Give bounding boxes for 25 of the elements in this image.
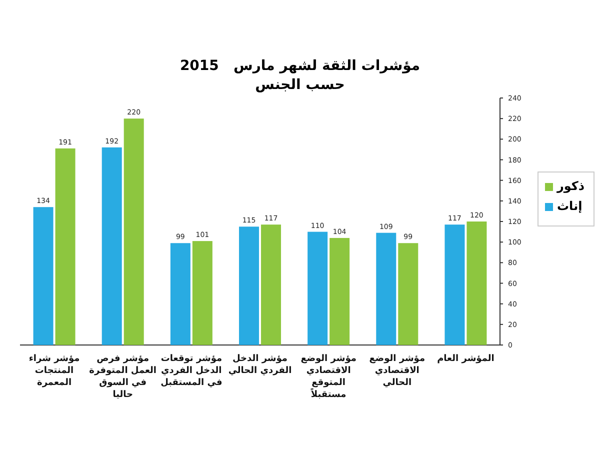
- x-tick-label: مؤشر توقعات الدخل الفردي في المستقبل: [160, 353, 224, 389]
- bar: [308, 232, 328, 345]
- x-tick-label: المؤشر العام: [436, 353, 496, 365]
- bar: [261, 224, 281, 345]
- x-tick-label: مؤشر شراء المنتجات المعمرة: [28, 353, 81, 389]
- bar: [444, 224, 465, 345]
- bar: [55, 148, 76, 345]
- bar: [192, 241, 212, 345]
- legend-label: ذكور: [557, 179, 585, 193]
- x-tick-label: مؤشر فرص العمل المتوفرة في السوق حاليا: [88, 353, 157, 401]
- bar: [376, 232, 396, 345]
- x-tick-label: مؤشر الوضع الاقتصادي الحالي: [368, 353, 426, 389]
- x-tick-label: مؤشر الوضع الاقتصادي المتوقع مستقبلاً: [300, 353, 358, 401]
- x-tick-label: مؤشر الدخل الفردي الحالي: [227, 353, 293, 377]
- chart-subtitle: حسب الجنس: [254, 77, 346, 93]
- bar: [33, 207, 54, 345]
- bar: [124, 118, 144, 345]
- bar: [398, 243, 418, 345]
- legend-label: إناث: [557, 199, 582, 213]
- bar: [330, 238, 350, 345]
- bar: [466, 222, 487, 345]
- bar: [239, 226, 259, 345]
- chart-title: مؤشرات الثقة لشهر مارس 2015: [178, 58, 422, 74]
- bar: [170, 243, 190, 345]
- bar: [102, 147, 122, 345]
